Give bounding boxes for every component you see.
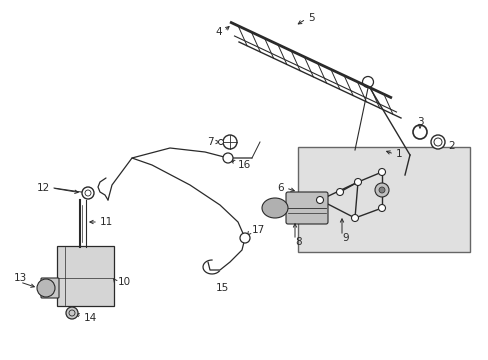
Text: 13: 13 [14,273,27,283]
Circle shape [354,179,361,185]
Text: 2: 2 [447,141,454,151]
Circle shape [66,307,78,319]
Circle shape [378,168,385,176]
FancyBboxPatch shape [57,246,114,306]
Text: 6: 6 [277,183,284,193]
Circle shape [223,135,237,149]
Circle shape [378,187,384,193]
Ellipse shape [262,198,287,218]
Text: 12: 12 [37,183,50,193]
Text: 5: 5 [307,13,314,23]
Text: 17: 17 [251,225,264,235]
Text: 4: 4 [215,27,222,37]
Circle shape [218,140,223,144]
Text: 10: 10 [118,277,131,287]
Text: 16: 16 [238,160,251,170]
Text: 15: 15 [215,283,228,293]
Text: 7: 7 [207,137,214,147]
Text: 14: 14 [84,313,97,323]
Text: 1: 1 [395,149,402,159]
Circle shape [223,153,232,163]
Circle shape [351,215,358,221]
Text: 9: 9 [341,233,348,243]
Circle shape [378,204,385,212]
Circle shape [374,183,388,197]
Circle shape [336,189,343,195]
Circle shape [430,135,444,149]
Circle shape [240,233,249,243]
Circle shape [82,187,94,199]
Circle shape [37,279,55,297]
Text: 3: 3 [416,117,423,127]
FancyBboxPatch shape [297,147,469,252]
FancyBboxPatch shape [41,278,59,298]
Text: 8: 8 [294,237,301,247]
Text: 11: 11 [100,217,113,227]
Circle shape [316,197,323,203]
FancyBboxPatch shape [285,192,327,224]
